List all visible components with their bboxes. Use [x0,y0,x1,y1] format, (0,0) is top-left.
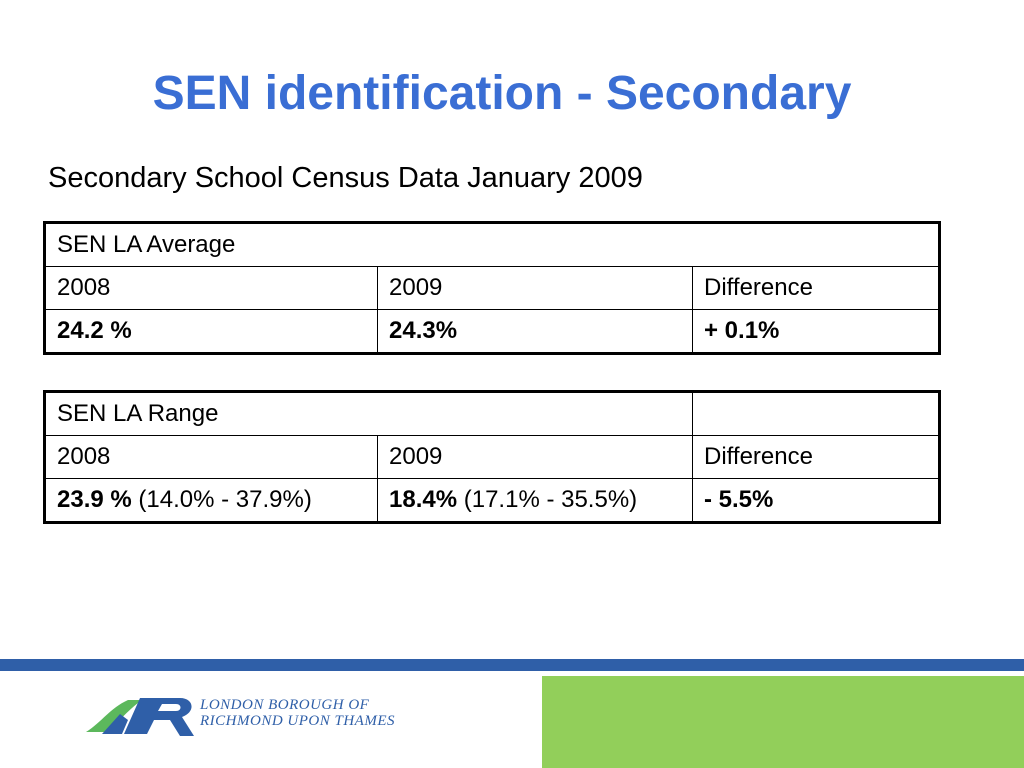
richmond-r-logo-icon [86,698,194,736]
range-2009: (17.1% - 35.5%) [463,486,638,513]
sen-la-range-table: SEN LA Range 2008 2009 Difference 23.9 %… [43,390,941,524]
table-header-row: SEN LA Average [44,222,940,267]
table-empty-cell [692,391,940,436]
value-2009: 18.4% [389,486,458,513]
table-column-row: 2008 2009 Difference [44,435,940,479]
table-header-row: SEN LA Range [44,391,940,436]
column-difference: Difference [692,435,940,479]
value-2009-cell: 18.4% (17.1% - 35.5%) [377,478,693,523]
column-2008: 2008 [44,266,378,310]
table-header-cell: SEN LA Average [44,222,940,267]
value-2008: 23.9 % [57,486,132,513]
logo-text-line-2: RICHMOND UPON THAMES [200,713,395,729]
value-difference: + 0.1% [692,309,940,354]
table-column-row: 2008 2009 Difference [44,266,940,310]
value-2008: 24.2 % [44,309,378,354]
value-difference: - 5.5% [692,478,940,523]
column-difference: Difference [692,266,940,310]
slide-subtitle: Secondary School Census Data January 200… [48,162,643,194]
column-2009: 2009 [377,435,693,479]
column-2009: 2009 [377,266,693,310]
column-2008: 2008 [44,435,378,479]
council-logo-text: LONDON BOROUGH OF RICHMOND UPON THAMES [200,697,395,729]
value-2008-cell: 23.9 % (14.0% - 37.9%) [44,478,378,523]
table-value-row: 23.9 % (14.0% - 37.9%) 18.4% (17.1% - 35… [44,478,940,523]
range-2008: (14.0% - 37.9%) [138,486,312,513]
table-header-cell: SEN LA Range [44,391,693,436]
value-2009: 24.3% [377,309,693,354]
slide-title: SEN identification - Secondary [152,67,852,120]
footer-green-block [542,676,1024,768]
sen-la-average-table: SEN LA Average 2008 2009 Difference 24.2… [43,221,941,355]
table-value-row: 24.2 % 24.3% + 0.1% [44,309,940,354]
logo-text-line-1: LONDON BOROUGH OF [200,697,370,713]
footer-stripe [0,659,1024,671]
